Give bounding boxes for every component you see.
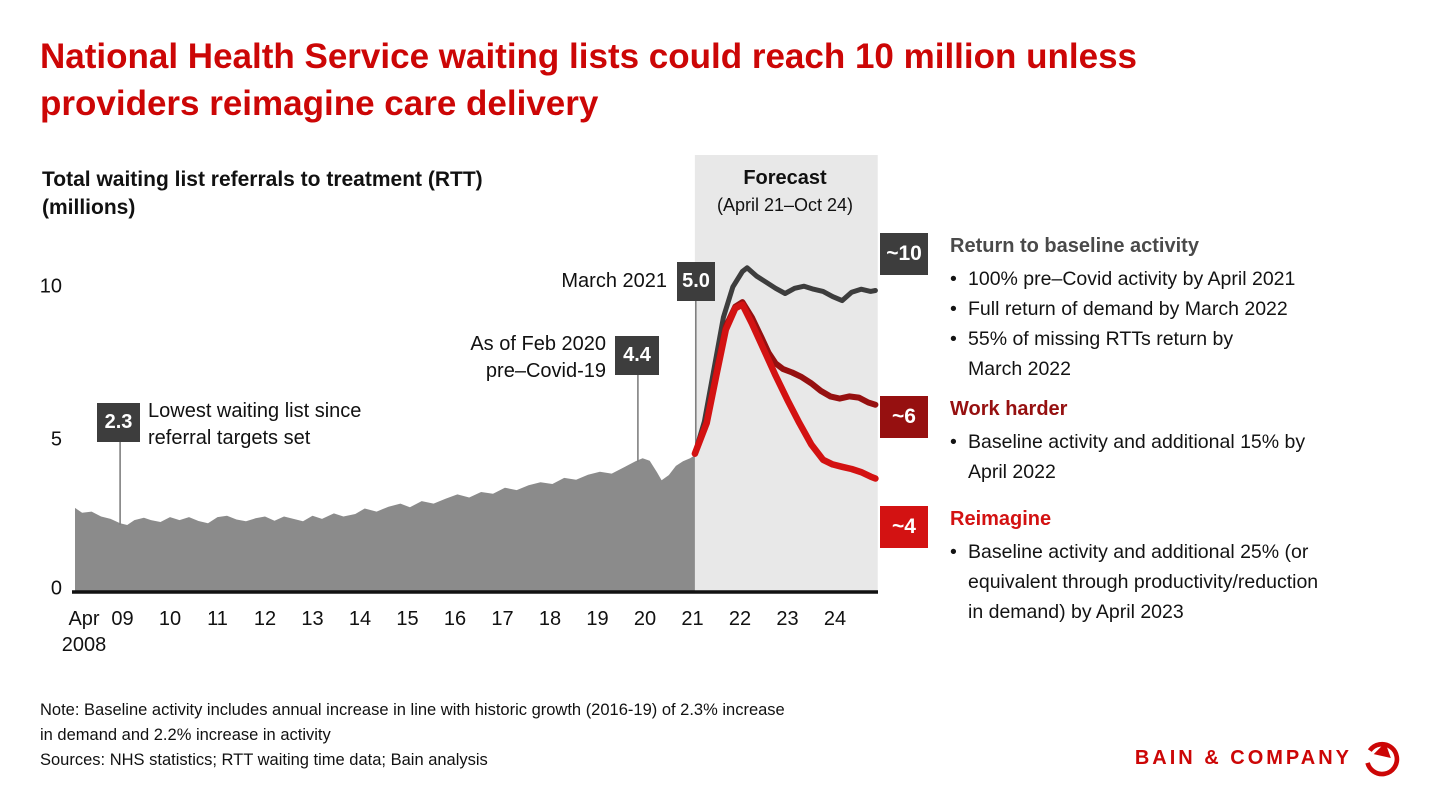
annotation-connectors xyxy=(119,301,697,525)
x-tick-label: 20 xyxy=(633,608,657,630)
bain-company-logo: BAIN & COMPANY xyxy=(1135,737,1402,779)
bullet-dot: • xyxy=(950,328,957,350)
x-tick-label: 17 xyxy=(491,608,514,630)
annotation-label-lowest: Lowest waiting list since referral targe… xyxy=(148,400,362,449)
x-tick-label: 16 xyxy=(443,608,467,630)
reimagine-bullet-list: • Baseline activity and additional 25% (o… xyxy=(950,537,1420,627)
bullet-item: • Full return of demand by March 2022 xyxy=(950,294,1420,324)
legend-block-baseline: ~10 Return to baseline activity • 100% pr… xyxy=(880,233,1420,384)
baseline-scenario-line xyxy=(692,265,878,457)
x-tick-label: 12 xyxy=(253,608,277,630)
annotation-badge-5-0: 5.0 xyxy=(677,262,715,301)
legend-block-work-harder: ~6 Work harder • Baseline activity and ad… xyxy=(880,396,1420,487)
x-tick-label: 22 xyxy=(728,608,752,630)
page-title: National Health Service waiting lists co… xyxy=(40,37,1137,123)
annotation-label-precovid: As of Feb 2020 pre–Covid-19 xyxy=(470,333,606,382)
bain-compass-icon xyxy=(1364,741,1400,777)
legend-block-reimagine: ~4 Reimagine • Baseline activity and addi… xyxy=(880,506,1420,627)
work-harder-value-badge: ~6 xyxy=(880,396,928,438)
y-tick-10: 10 xyxy=(39,275,62,298)
reimagine-value-badge: ~4 xyxy=(880,506,928,548)
bullet-text: Full return of demand by March 2022 xyxy=(968,298,1288,320)
reimagine-scenario-line xyxy=(691,301,879,482)
forecast-subtitle: (April 21–Oct 24) xyxy=(716,195,854,215)
baseline-value-badge: ~10 xyxy=(880,233,928,275)
x-tick-label: 21 xyxy=(681,608,704,630)
annotation-label-march2021: March 2021 xyxy=(561,270,667,292)
x-tick-label: 10 xyxy=(158,608,182,630)
bullet-text: Baseline activity and additional 15% by … xyxy=(968,431,1306,483)
bullet-dot: • xyxy=(950,298,957,320)
x-tick-label: Apr 2008 xyxy=(61,608,107,656)
bullet-item: • 100% pre–Covid activity by April 2021 xyxy=(950,264,1420,294)
annotation-badge-4-4: 4.4 xyxy=(615,336,659,375)
bullet-text: 100% pre–Covid activity by April 2021 xyxy=(968,268,1296,290)
annotation-badge-2-3: 2.3 xyxy=(97,403,140,442)
bullet-text: Baseline activity and additional 25% (or… xyxy=(968,541,1319,623)
x-tick-label: 11 xyxy=(207,608,228,630)
forecast-title: Forecast xyxy=(743,167,827,189)
reimagine-heading: Reimagine xyxy=(950,508,1052,530)
sources-line: Sources: NHS statistics; RTT waiting tim… xyxy=(40,751,488,769)
x-tick-label: 18 xyxy=(538,608,562,630)
work-harder-heading: Work harder xyxy=(950,398,1068,420)
bullet-item: • Baseline activity and additional 25% (o… xyxy=(950,537,1420,627)
bullet-dot: • xyxy=(950,541,957,563)
work-harder-bullet-list: • Baseline activity and additional 15% by… xyxy=(950,427,1420,487)
x-tick-label: 19 xyxy=(586,608,609,630)
chart-axis-title: Total waiting list referrals to treatmen… xyxy=(42,168,483,219)
x-tick-label: 14 xyxy=(348,608,372,630)
y-tick-0: 0 xyxy=(50,577,62,600)
x-tick-label: 13 xyxy=(301,608,324,630)
x-tick-label: 23 xyxy=(776,608,799,630)
bullet-item: • Baseline activity and additional 15% by… xyxy=(950,427,1420,487)
bullet-dot: • xyxy=(950,431,957,453)
bullet-dot: • xyxy=(950,268,957,290)
baseline-bullet-list: • 100% pre–Covid activity by April 2021 •… xyxy=(950,264,1420,384)
forecast-label: Forecast (April 21–Oct 24) xyxy=(693,167,877,216)
baseline-heading: Return to baseline activity xyxy=(950,235,1199,257)
bullet-text: 55% of missing RTTs return by March 2022 xyxy=(968,328,1234,380)
footnote: Note: Baseline activity includes annual … xyxy=(40,701,785,744)
historical-area xyxy=(75,455,695,592)
logo-wordmark: BAIN & COMPANY xyxy=(1134,746,1352,769)
x-tick-label: 24 xyxy=(823,608,847,630)
bullet-item: • 55% of missing RTTs return by March 202… xyxy=(950,324,1420,384)
y-tick-5: 5 xyxy=(50,428,62,451)
x-tick-label: 09 xyxy=(111,608,134,630)
forecast-band xyxy=(694,155,878,592)
x-tick-label: 15 xyxy=(396,608,419,630)
